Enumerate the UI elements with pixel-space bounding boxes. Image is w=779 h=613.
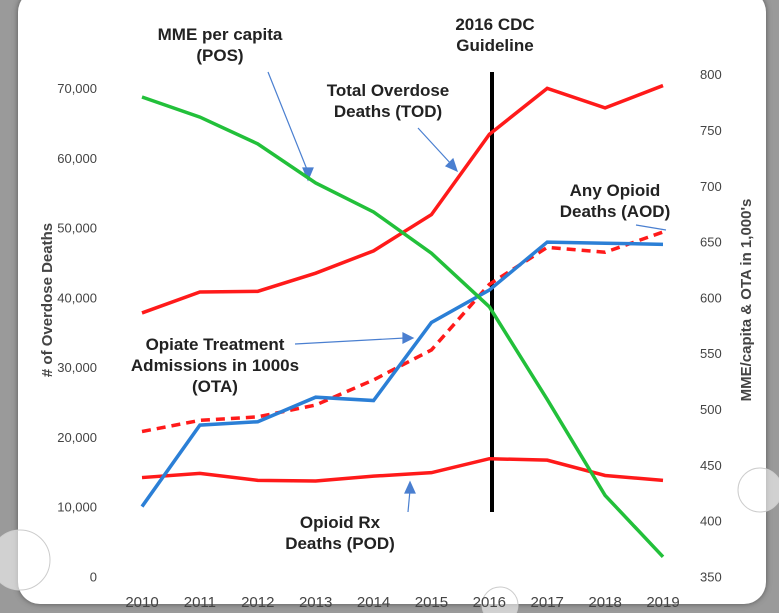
x-tick-label: 2016	[473, 594, 506, 611]
x-tick-label: 2019	[646, 594, 679, 611]
annotation: Total Overdose Deaths (TOD)	[318, 80, 458, 122]
y-tick-label: 20,000	[57, 430, 97, 445]
x-tick-label: 2015	[415, 594, 448, 611]
y-tick-label: 40,000	[57, 290, 97, 305]
y-tick-label: 70,000	[57, 81, 97, 96]
y2-tick-label: 400	[700, 514, 722, 529]
y2-tick-label: 750	[700, 123, 722, 138]
y2-tick-label: 550	[700, 346, 722, 361]
annotation-arrows	[268, 72, 666, 512]
y-tick-label: 60,000	[57, 151, 97, 166]
y2-tick-label: 350	[700, 569, 722, 584]
y2-axis-label: MME/capita & OTA in 1,000's	[738, 199, 755, 402]
y-tick-label: 30,000	[57, 360, 97, 375]
x-tick-label: 2012	[241, 594, 274, 611]
y2-tick-label: 600	[700, 290, 722, 305]
annotation: Any Opioid Deaths (AOD)	[550, 180, 680, 222]
y-tick-label: 10,000	[57, 500, 97, 515]
page: {"chart_data": {"type": "line", "y_label…	[0, 0, 779, 613]
y2-tick-label: 800	[700, 67, 722, 82]
x-tick-label: 2018	[588, 594, 621, 611]
y-tick-label: 50,000	[57, 221, 97, 236]
x-tick-label: 2011	[184, 594, 216, 611]
x-tick-label: 2013	[299, 594, 332, 611]
annotation: Opioid Rx Deaths (POD)	[270, 512, 410, 554]
y2-tick-label: 500	[700, 402, 722, 417]
y-tick-label: 0	[90, 569, 97, 584]
annotation: 2016 CDC Guideline	[430, 14, 560, 56]
series-line	[142, 232, 663, 431]
x-tick-label: 2014	[357, 594, 390, 611]
annotation: Opiate Treatment Admissions in 1000s (OT…	[110, 334, 320, 397]
annotation: MME per capita (POS)	[150, 24, 290, 66]
y2-tick-label: 450	[700, 458, 722, 473]
series-line	[142, 97, 663, 557]
y2-tick-label: 650	[700, 235, 722, 250]
y2-tick-label: 700	[700, 179, 722, 194]
x-tick-label: 2010	[125, 594, 158, 611]
y-axis-label: # of Overdose Deaths	[39, 223, 56, 377]
x-tick-label: 2017	[531, 594, 564, 611]
